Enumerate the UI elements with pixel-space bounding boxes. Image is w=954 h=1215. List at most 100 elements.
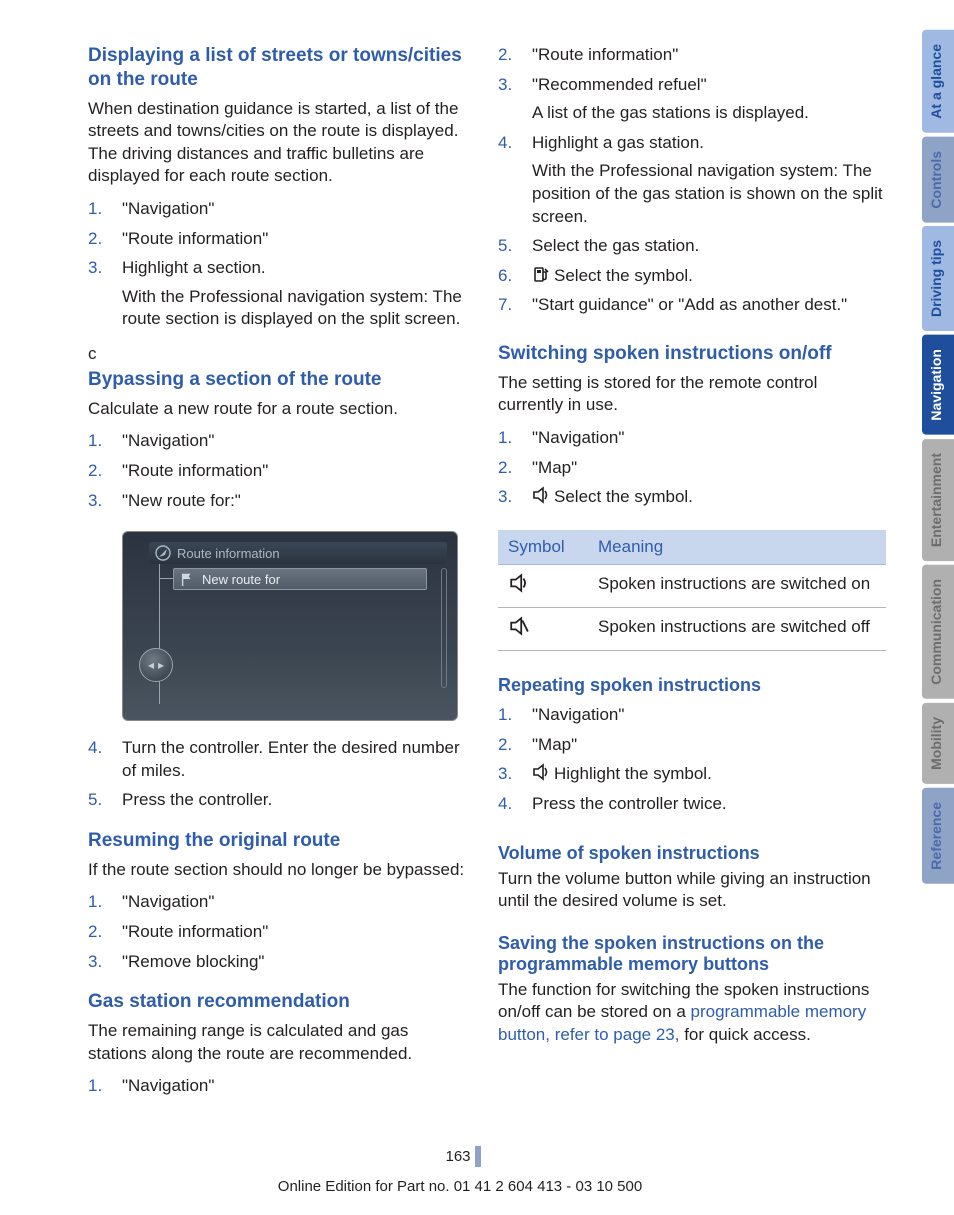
step-number: 1. — [498, 704, 520, 727]
section-heading: Displaying a list of streets or towns/ci… — [88, 44, 468, 92]
step-number: 2. — [88, 921, 110, 944]
step-number: 2. — [498, 734, 520, 757]
step-item: 1."Navigation" — [88, 430, 468, 453]
step-list: 2."Route information" 3."Recommended ref… — [498, 44, 886, 324]
speaker-off-icon — [508, 616, 530, 636]
symbol-cell — [498, 607, 588, 650]
symbol-table: Symbol Meaning Spoken instructions are s… — [498, 530, 886, 651]
step-item: 3."Remove blocking" — [88, 951, 468, 974]
section-heading: Repeating spoken instructions — [498, 675, 886, 696]
section-heading: Gas station recommendation — [88, 990, 468, 1014]
step-subtext: A list of the gas stations is displayed. — [532, 102, 886, 125]
step-list: 1."Navigation" — [88, 1075, 468, 1105]
step-text: "Route information" — [122, 460, 468, 483]
body-text: When destination guidance is started, a … — [88, 98, 468, 188]
step-list: 1."Navigation" 2."Route information" 3."… — [88, 430, 468, 519]
step-item: 5.Select the gas station. — [498, 235, 886, 258]
step-text: Highlight a gas station.With the Profess… — [532, 132, 886, 228]
step-item: 1. "Navigation" — [498, 704, 886, 727]
table-header-row: Symbol Meaning — [498, 530, 886, 565]
tab-controls[interactable]: Controls — [922, 137, 954, 223]
step-text: Press the controller twice. — [532, 793, 886, 816]
screenshot-header: Route information — [149, 542, 447, 564]
step-number: 5. — [498, 235, 520, 258]
step-item: 4.Highlight a gas station.With the Profe… — [498, 132, 886, 228]
step-subtext: With the Professional navigation system:… — [532, 160, 886, 228]
body-text: If the route section should no longer be… — [88, 859, 468, 882]
meaning-cell: Spoken instructions are switched off — [588, 607, 886, 650]
step-text: Turn the controller. Enter the desired n… — [122, 737, 468, 782]
tab-driving-tips[interactable]: Driving tips — [922, 226, 954, 331]
step-item: 2."Route information" — [88, 460, 468, 483]
step-item: 1."Navigation" — [498, 427, 886, 450]
step-text: "Navigation" — [122, 891, 468, 914]
screenshot-scrollbar — [441, 568, 447, 688]
step-item: 5.Press the controller. — [88, 789, 468, 812]
speaker-on-icon — [532, 486, 550, 504]
tab-at-a-glance[interactable]: At a glance — [922, 30, 954, 133]
nav-icon — [155, 545, 171, 561]
table-row: Spoken instructions are switched off — [498, 607, 886, 650]
step-text: "Navigation" — [532, 427, 886, 450]
tab-reference[interactable]: Reference — [922, 788, 954, 884]
footer-line: Online Edition for Part no. 01 41 2 604 … — [0, 1178, 920, 1195]
section-heading: Saving the spoken instructions on the pr… — [498, 933, 886, 975]
step-item: 3."Recommended refuel"A list of the gas … — [498, 74, 886, 125]
section-heading: Volume of spoken instructions — [498, 843, 886, 864]
step-text: Highlight the symbol. — [532, 763, 886, 786]
tab-entertainment[interactable]: Entertainment — [922, 439, 954, 561]
step-item: 2."Route information" — [88, 228, 468, 251]
step-text: "Navigation" — [122, 1075, 468, 1098]
step-text: "Navigation" — [122, 198, 468, 221]
step-number: 4. — [498, 132, 520, 228]
step-subtext: With the Professional navigation system:… — [122, 286, 468, 331]
table-header: Meaning — [588, 530, 886, 565]
content-area: Displaying a list of streets or towns/ci… — [0, 0, 922, 1215]
step-item: 3.Select the symbol. — [498, 486, 886, 509]
fuel-icon — [532, 265, 550, 283]
symbol-cell — [498, 564, 588, 607]
table-header: Symbol — [498, 530, 588, 565]
step-number: 4. — [88, 737, 110, 782]
step-list: 1. "Navigation" 2. "Map" 3.Highlight the s… — [498, 704, 886, 822]
step-text: "Remove blocking" — [122, 951, 468, 974]
step-number: 1. — [88, 198, 110, 221]
screenshot-knob: ◂▸ — [139, 648, 173, 682]
table-row: Spoken instructions are switched on — [498, 564, 886, 607]
tab-communication[interactable]: Communication — [922, 565, 954, 699]
section-heading: Resuming the original route — [88, 829, 468, 853]
step-number: 6. — [498, 265, 520, 288]
speaker-on-icon — [532, 763, 550, 781]
step-text: "Navigation" — [532, 704, 886, 727]
step-item: 1. "Navigation" — [88, 198, 468, 221]
step-item: 3.Highlight a section.With the Professio… — [88, 257, 468, 331]
page: Displaying a list of streets or towns/ci… — [0, 0, 954, 1215]
body-text: Turn the volume button while giving an i… — [498, 868, 886, 913]
step-number: 1. — [88, 891, 110, 914]
step-list: 1."Navigation" 2."Route information" 3."… — [88, 891, 468, 980]
left-column: Displaying a list of streets or towns/ci… — [88, 40, 468, 1185]
side-tabs: At a glance Controls Driving tips Naviga… — [922, 0, 954, 1215]
step-text: "Navigation" — [122, 430, 468, 453]
tab-mobility[interactable]: Mobility — [922, 703, 954, 784]
step-text: "Recommended refuel"A list of the gas st… — [532, 74, 886, 125]
step-item: 7."Start guidance" or "Add as another de… — [498, 294, 886, 317]
step-item: 3.Highlight the symbol. — [498, 763, 886, 786]
step-item: 2. "Map" — [498, 734, 886, 757]
speaker-on-icon — [508, 573, 530, 593]
step-item: 3."New route for:" — [88, 490, 468, 513]
step-number: 2. — [498, 457, 520, 480]
section-heading: Switching spoken instructions on/off — [498, 342, 886, 366]
step-list: 1."Navigation" 2."Map" 3.Select the symb… — [498, 427, 886, 516]
step-item: 6.Select the symbol. — [498, 265, 886, 288]
body-text: The function for switching the spoken in… — [498, 979, 886, 1047]
step-text: "Map" — [532, 734, 886, 757]
step-text: Press the controller. — [122, 789, 468, 812]
tab-navigation[interactable]: Navigation — [922, 335, 954, 435]
step-number: 3. — [498, 486, 520, 509]
step-item: 4.Press the controller twice. — [498, 793, 886, 816]
step-text: "Route information" — [532, 44, 886, 67]
body-text: The setting is stored for the remote con… — [498, 372, 886, 417]
section-heading: Bypassing a section of the route — [88, 368, 468, 392]
step-number: 3. — [88, 490, 110, 513]
